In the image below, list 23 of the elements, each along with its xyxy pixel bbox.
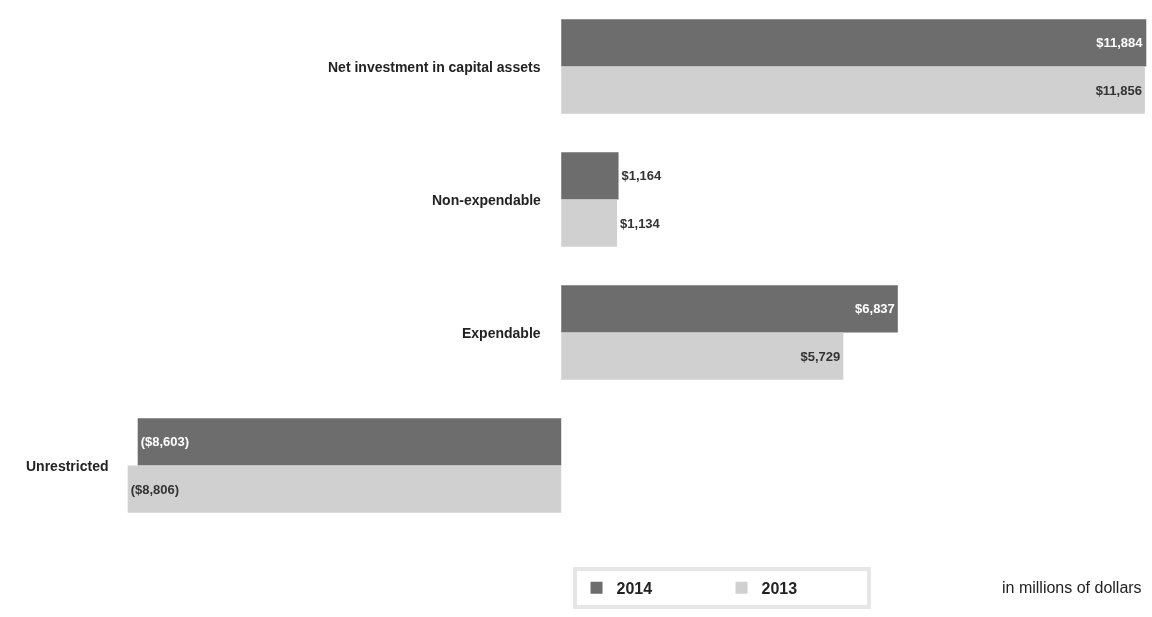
data-label: $11,884 <box>1096 35 1144 51</box>
legend-label: 2014 <box>616 580 653 597</box>
annotation: in millions of dollars <box>1002 579 1142 596</box>
data-label: ($8,603) <box>140 434 190 450</box>
y-tick-label: Unrestricted <box>26 458 109 474</box>
bar <box>127 465 562 513</box>
data-label: ($8,806) <box>130 481 180 497</box>
legend-label: 2013 <box>761 580 798 597</box>
y-tick-label: Expendable <box>462 325 541 341</box>
bar <box>561 66 1145 114</box>
bar <box>561 199 618 247</box>
bar <box>561 285 898 333</box>
data-label: $1,164 <box>621 168 663 184</box>
y-tick-label: Net investment in capital assets <box>328 59 541 75</box>
data-label: $6,837 <box>855 301 895 317</box>
data-label: $5,729 <box>800 348 841 364</box>
data-label: $1,134 <box>620 215 661 231</box>
bar <box>561 332 844 380</box>
y-tick-label: Non-expendable <box>432 192 542 208</box>
bar <box>561 19 1147 67</box>
bar <box>561 152 619 200</box>
bar <box>137 418 562 466</box>
data-label: $11,856 <box>1095 82 1142 98</box>
